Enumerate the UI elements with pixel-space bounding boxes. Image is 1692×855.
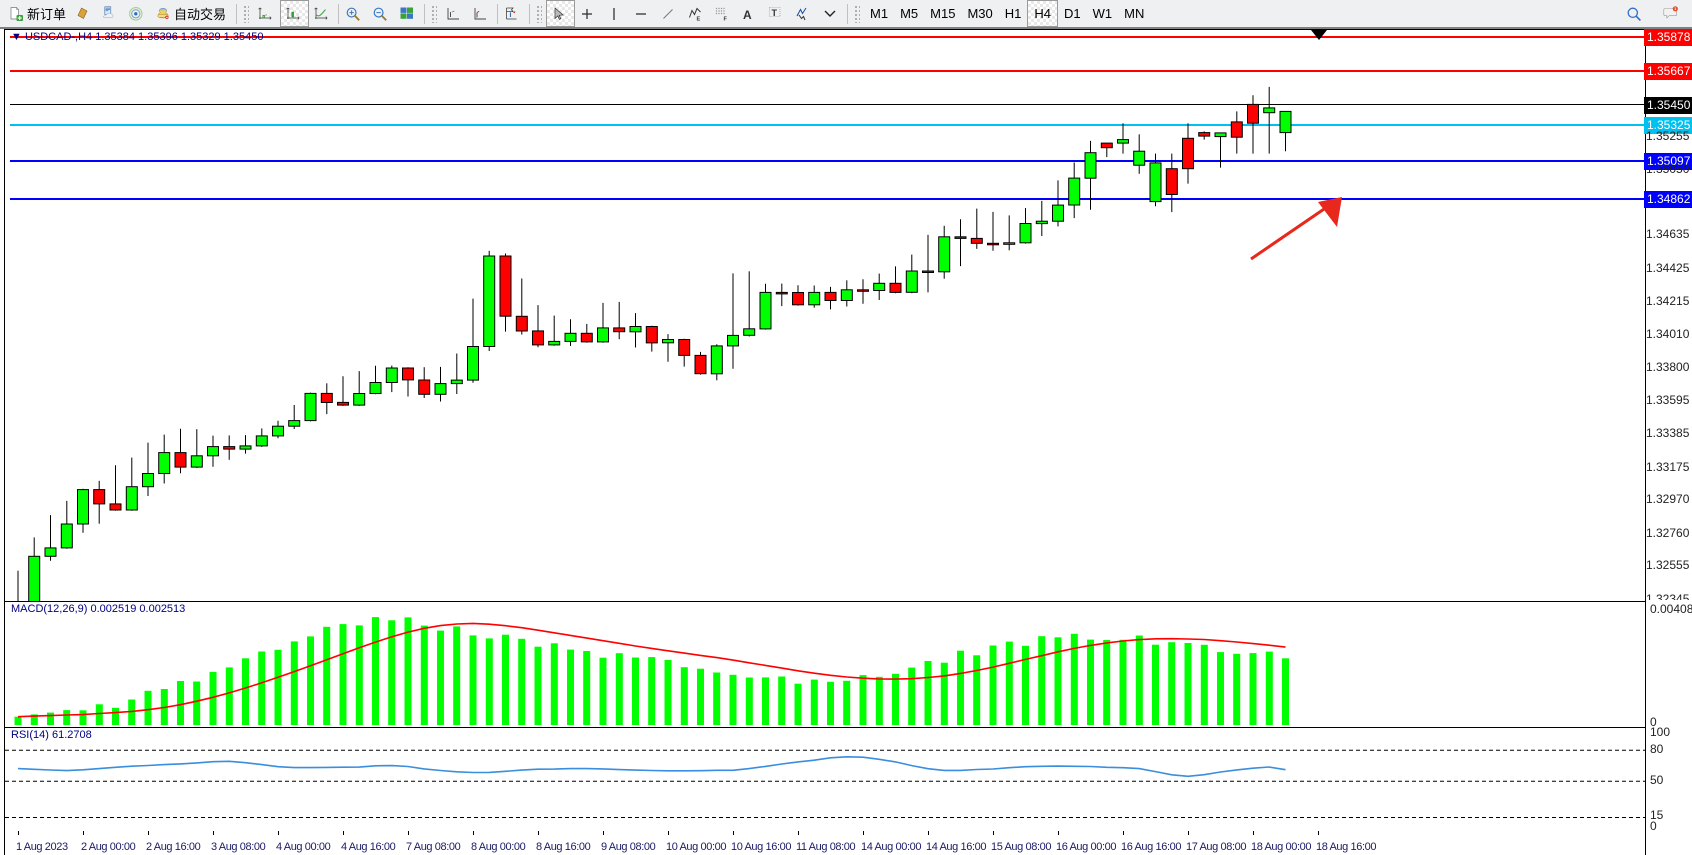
svg-text:T: T: [772, 8, 778, 18]
svg-text:A: A: [743, 8, 752, 22]
svg-text:E: E: [697, 16, 701, 22]
svg-text:F: F: [724, 16, 728, 22]
